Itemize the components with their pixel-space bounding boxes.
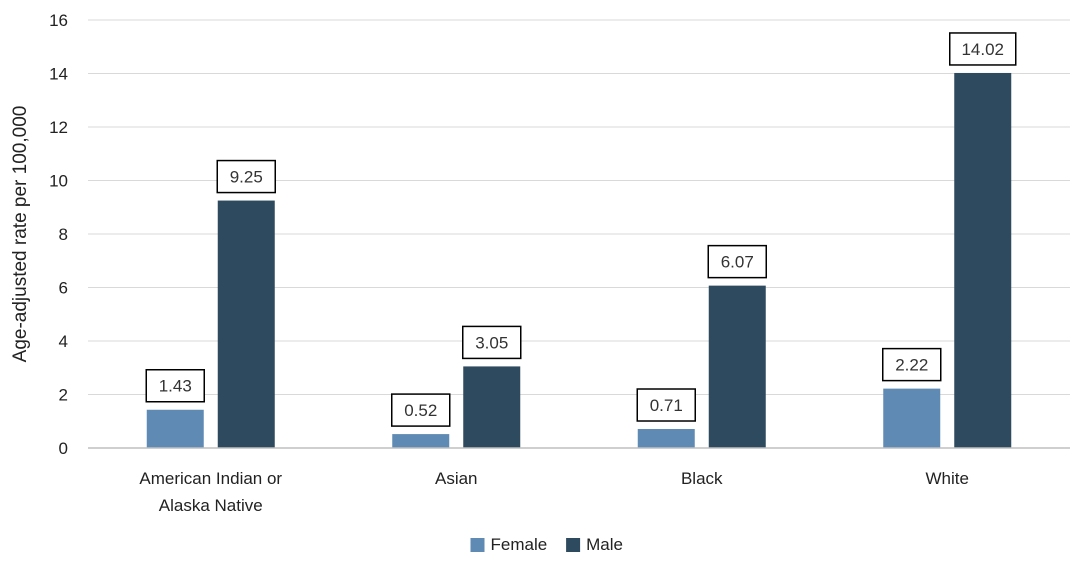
x-axis-categories: American Indian or Alaska Native Asian Blac…	[139, 469, 969, 515]
bar-female	[637, 429, 695, 448]
data-label-box	[949, 32, 1017, 66]
data-label-box	[145, 368, 205, 403]
bar-male	[708, 285, 766, 448]
legend-label-male: Male	[586, 535, 623, 554]
bars	[146, 72, 1012, 448]
y-tick-label: 6	[59, 279, 68, 298]
data-label: 1.43	[159, 377, 192, 396]
y-tick-label: 4	[59, 332, 68, 351]
y-tick-label: 2	[59, 386, 68, 405]
bar-female	[392, 434, 450, 448]
data-label: 3.05	[475, 333, 508, 352]
data-labels: 1.43 9.25 0.52 3.05 0.71 6.07 2.22 14.02	[145, 32, 1017, 427]
y-tick-label: 0	[59, 439, 68, 458]
legend-swatch-female	[470, 538, 485, 552]
data-label: 0.71	[650, 396, 683, 415]
data-label: 9.25	[230, 168, 263, 187]
y-axis-ticks: 0 2 4 6 8 10 12 14 16	[49, 11, 68, 458]
data-label-box	[882, 347, 942, 382]
x-category-label: Black	[681, 469, 723, 488]
bar-male	[463, 366, 521, 448]
data-label-box	[707, 244, 767, 279]
bar-male	[217, 200, 275, 448]
legend: Female Male	[470, 535, 623, 554]
y-axis-title: Age-adjusted rate per 100,000	[10, 106, 31, 363]
bar-female	[146, 409, 204, 448]
data-label-box	[216, 159, 276, 194]
data-label-box	[391, 393, 451, 427]
bar-male	[954, 72, 1012, 448]
x-category-label: Asian	[435, 469, 478, 488]
legend-swatch-male	[566, 538, 581, 552]
x-category-label: White	[926, 469, 969, 488]
y-tick-label: 10	[49, 172, 68, 191]
bar-female	[883, 388, 941, 448]
data-label: 2.22	[895, 356, 928, 375]
data-label: 14.02	[961, 40, 1004, 59]
data-label: 0.52	[404, 401, 437, 420]
y-tick-label: 14	[49, 65, 68, 84]
legend-label-female: Female	[491, 535, 548, 554]
data-label-box	[462, 325, 522, 360]
y-tick-label: 12	[49, 118, 68, 137]
data-label: 6.07	[721, 253, 754, 272]
x-category-label: American Indian or Alaska Native	[139, 469, 282, 515]
y-tick-label: 16	[49, 11, 68, 30]
data-label-box	[636, 388, 696, 422]
y-tick-label: 8	[59, 225, 68, 244]
